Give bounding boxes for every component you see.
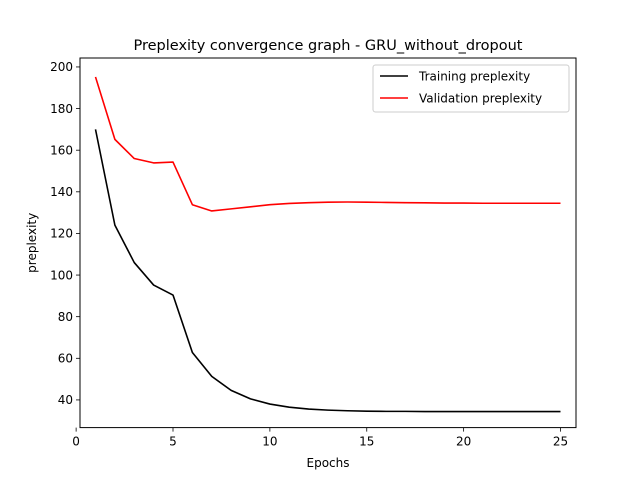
- y-axis-ticks: 40 60 80 100 120 140 160 180 200: [50, 60, 80, 407]
- chart-title: Preplexity convergence graph - GRU_witho…: [134, 38, 523, 54]
- y-axis-label: preplexity: [25, 213, 39, 273]
- x-axis-ticks: 0 5 10 15 20 25: [72, 427, 568, 449]
- y-tick-label: 60: [58, 352, 73, 366]
- plot-lines: [94, 76, 561, 413]
- legend-label-training: Training preplexity: [418, 70, 530, 84]
- y-tick-label: 40: [58, 393, 73, 407]
- legend-label-validation: Validation preplexity: [419, 92, 542, 106]
- x-tick-label: 0: [72, 435, 80, 449]
- series-line-training: [94, 129, 561, 413]
- plot-area-frame: [79, 57, 577, 429]
- x-tick-label: 10: [262, 435, 277, 449]
- y-tick-label: 160: [50, 143, 73, 157]
- x-tick-label: 20: [456, 435, 471, 449]
- y-tick-label: 100: [50, 268, 73, 282]
- y-tick-label: 200: [50, 60, 73, 74]
- y-tick-label: 180: [50, 102, 73, 116]
- x-axis-label: Epochs: [307, 456, 350, 470]
- x-tick-label: 15: [359, 435, 374, 449]
- legend-frame: [372, 64, 570, 113]
- y-tick-label: 80: [58, 310, 73, 324]
- x-tick-label: 25: [553, 435, 568, 449]
- y-tick-label: 120: [50, 227, 73, 241]
- legend: Training preplexity Validation preplexit…: [372, 64, 570, 113]
- x-tick-label: 5: [169, 435, 177, 449]
- y-tick-label: 140: [50, 185, 73, 199]
